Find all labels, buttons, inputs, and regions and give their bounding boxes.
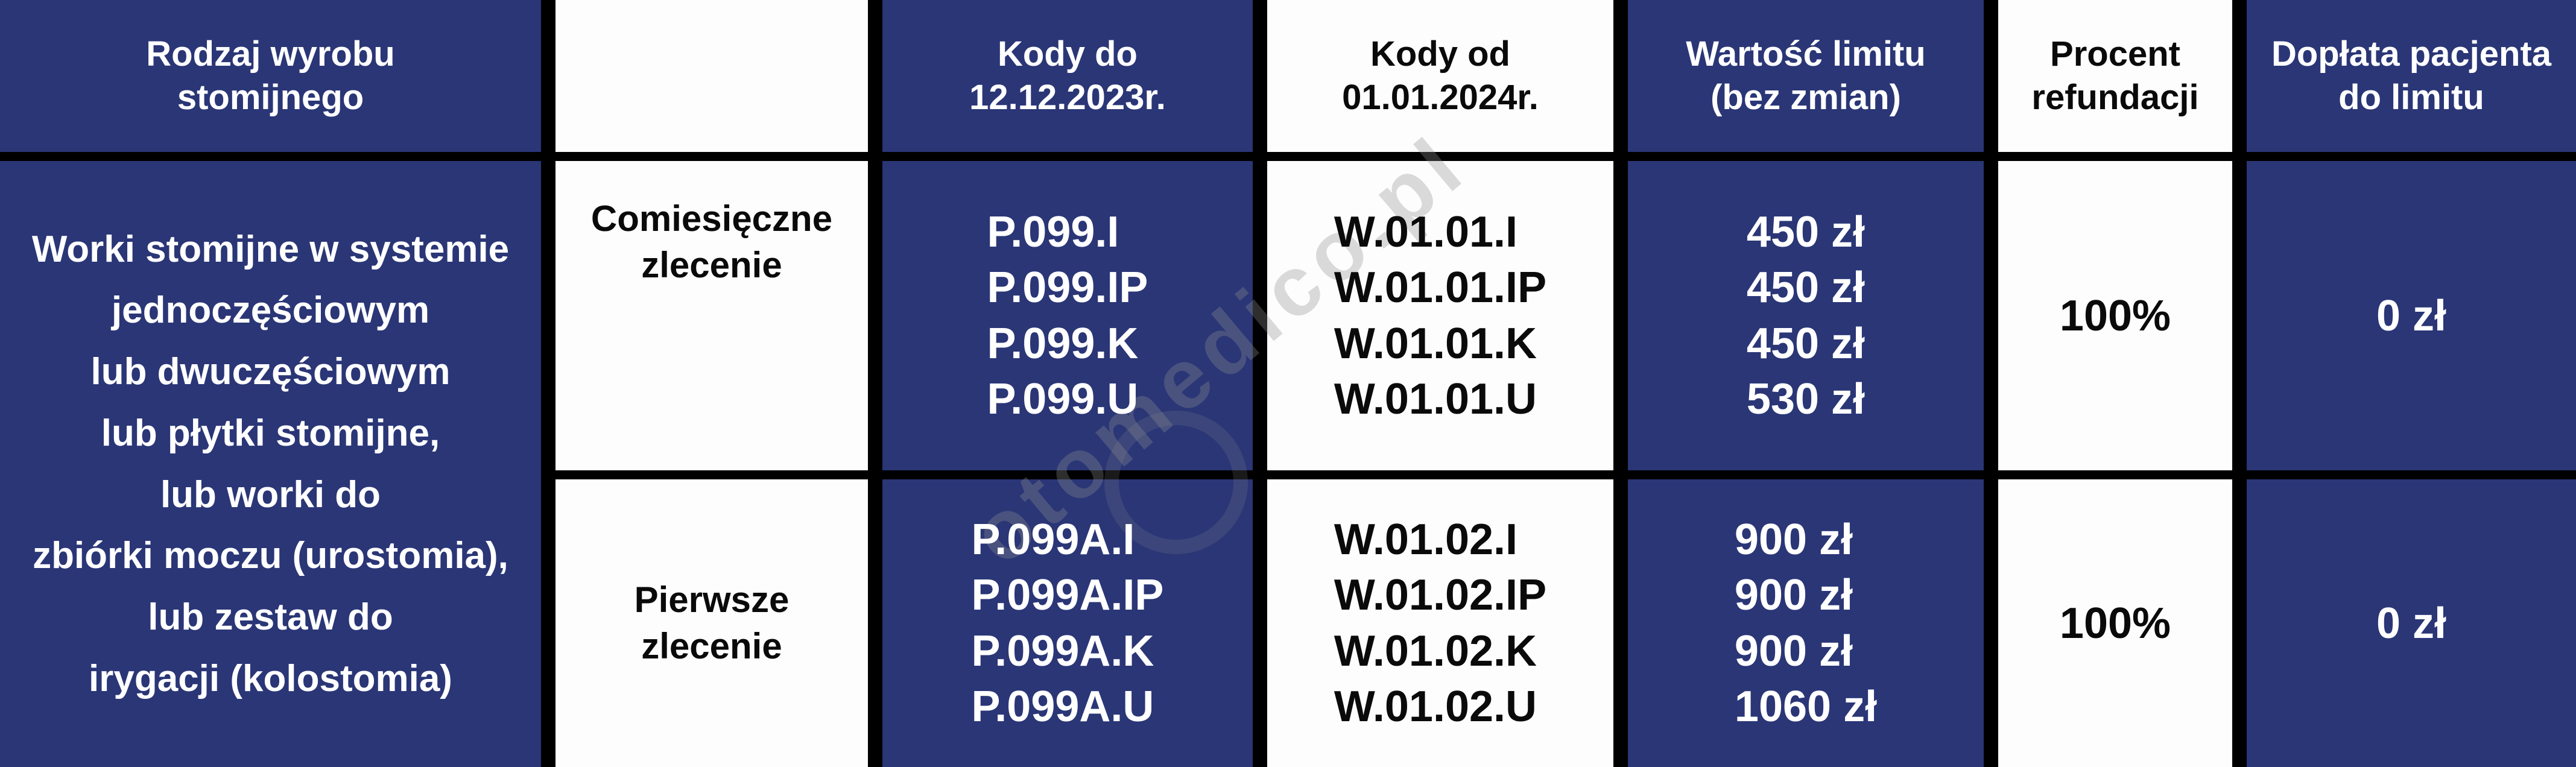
- header-cell-order-type-empty: [555, 0, 868, 152]
- cell-row2-codes-old: P.099A.I P.099A.IP P.099A.K P.099A.U: [882, 479, 1253, 767]
- cell-row1-limit-value: 450 zł 450 zł 450 zł 530 zł: [1628, 161, 1984, 470]
- row2-refund-percent-text: 100%: [2059, 599, 2171, 648]
- row2-patient-copay-text: 0 zł: [2376, 599, 2447, 648]
- cell-row2-limit-value: 900 zł 900 zł 900 zł 1060 zł: [1628, 479, 1984, 767]
- cell-row1-codes-new: W.01.01.I W.01.01.IP W.01.01.K W.01.01.U: [1267, 161, 1613, 470]
- header-cell-limit-value: Wartość limitu (bez zmian): [1628, 0, 1984, 152]
- header-product-type-label: Rodzaj wyrobu stomijnego: [146, 34, 395, 117]
- row1-codes-new-text: W.01.01.I W.01.01.IP W.01.01.K W.01.01.U: [1334, 208, 1547, 423]
- cell-row2-codes-new: W.01.02.I W.01.02.IP W.01.02.K W.01.02.U: [1267, 479, 1613, 767]
- row1-order-type-text: Comiesięczne zlecenie: [590, 198, 833, 285]
- header-patient-copay-label: Dopłata pacjenta do limitu: [2271, 34, 2552, 117]
- header-cell-product-type: Rodzaj wyrobu stomijnego: [0, 0, 541, 152]
- product-description-text: Worki stomijne w systemie jednoczęściowy…: [31, 228, 510, 699]
- header-codes-old-label: Kody do 12.12.2023r.: [969, 34, 1166, 117]
- header-refund-percent-label: Procent refundacji: [2031, 34, 2199, 117]
- cell-row2-refund-percent: 100%: [1998, 479, 2232, 767]
- row2-limit-value-text: 900 zł 900 zł 900 zł 1060 zł: [1734, 516, 1878, 731]
- header-cell-patient-copay: Dopłata pacjenta do limitu: [2247, 0, 2576, 152]
- row1-codes-old-text: P.099.I P.099.IP P.099.K P.099.U: [987, 208, 1148, 423]
- header-codes-new-label: Kody od 01.01.2024r.: [1342, 34, 1539, 117]
- row1-patient-copay-text: 0 zł: [2376, 291, 2447, 340]
- header-cell-refund-percent: Procent refundacji: [1998, 0, 2232, 152]
- header-cell-codes-old: Kody do 12.12.2023r.: [882, 0, 1253, 152]
- cell-row2-order-type: Pierwsze zlecenie: [555, 479, 868, 767]
- header-cell-codes-new: Kody od 01.01.2024r.: [1267, 0, 1613, 152]
- row2-codes-new-text: W.01.02.I W.01.02.IP W.01.02.K W.01.02.U: [1334, 516, 1547, 731]
- cell-row1-order-type: Comiesięczne zlecenie: [555, 161, 868, 470]
- row2-order-type-text: Pierwsze zlecenie: [634, 579, 790, 666]
- row2-codes-old-text: P.099A.I P.099A.IP P.099A.K P.099A.U: [971, 516, 1164, 731]
- row1-limit-value-text: 450 zł 450 zł 450 zł 530 zł: [1746, 208, 1866, 423]
- cell-row1-refund-percent: 100%: [1998, 161, 2232, 470]
- header-limit-value-label: Wartość limitu (bez zmian): [1686, 34, 1926, 117]
- cell-row1-patient-copay: 0 zł: [2247, 161, 2576, 470]
- cell-row1-codes-old: P.099.I P.099.IP P.099.K P.099.U: [882, 161, 1253, 470]
- cell-row2-patient-copay: 0 zł: [2247, 479, 2576, 767]
- row1-refund-percent-text: 100%: [2059, 291, 2171, 340]
- cell-product-description: Worki stomijne w systemie jednoczęściowy…: [0, 161, 541, 767]
